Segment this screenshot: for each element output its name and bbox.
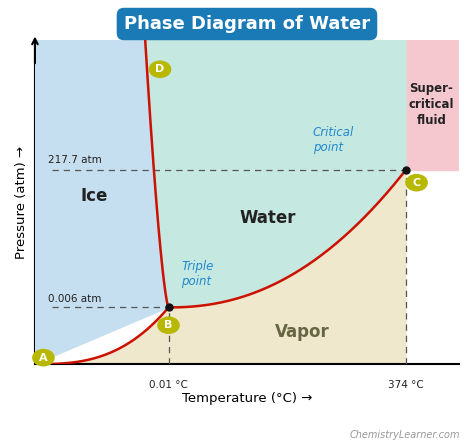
X-axis label: Temperature (°C) →: Temperature (°C) → xyxy=(182,392,312,405)
Y-axis label: Pressure (atm) →: Pressure (atm) → xyxy=(15,145,28,259)
Text: B: B xyxy=(164,320,173,330)
Text: A: A xyxy=(39,353,48,362)
Circle shape xyxy=(158,317,179,333)
Polygon shape xyxy=(145,40,406,308)
Text: Super-
critical
fluid: Super- critical fluid xyxy=(409,82,454,127)
Point xyxy=(402,166,410,173)
Text: D: D xyxy=(155,64,164,74)
Text: 217.7 atm: 217.7 atm xyxy=(48,155,101,165)
Text: 0.006 atm: 0.006 atm xyxy=(48,293,101,304)
Circle shape xyxy=(33,350,54,366)
Text: ChemistryLearner.com: ChemistryLearner.com xyxy=(349,430,460,440)
Text: Vapor: Vapor xyxy=(275,323,329,341)
Text: C: C xyxy=(412,178,420,188)
Polygon shape xyxy=(35,40,169,364)
Circle shape xyxy=(149,61,171,77)
Text: Triple
point: Triple point xyxy=(181,260,214,288)
Text: Water: Water xyxy=(240,210,296,227)
Point xyxy=(165,304,173,311)
Text: Ice: Ice xyxy=(81,187,108,205)
Text: Critical
point: Critical point xyxy=(313,126,354,153)
Text: 374 °C: 374 °C xyxy=(388,380,424,390)
Title: Phase Diagram of Water: Phase Diagram of Water xyxy=(124,15,370,33)
Circle shape xyxy=(406,175,427,191)
Polygon shape xyxy=(35,170,459,364)
Polygon shape xyxy=(406,40,459,170)
Text: 0.01 °C: 0.01 °C xyxy=(149,380,188,390)
